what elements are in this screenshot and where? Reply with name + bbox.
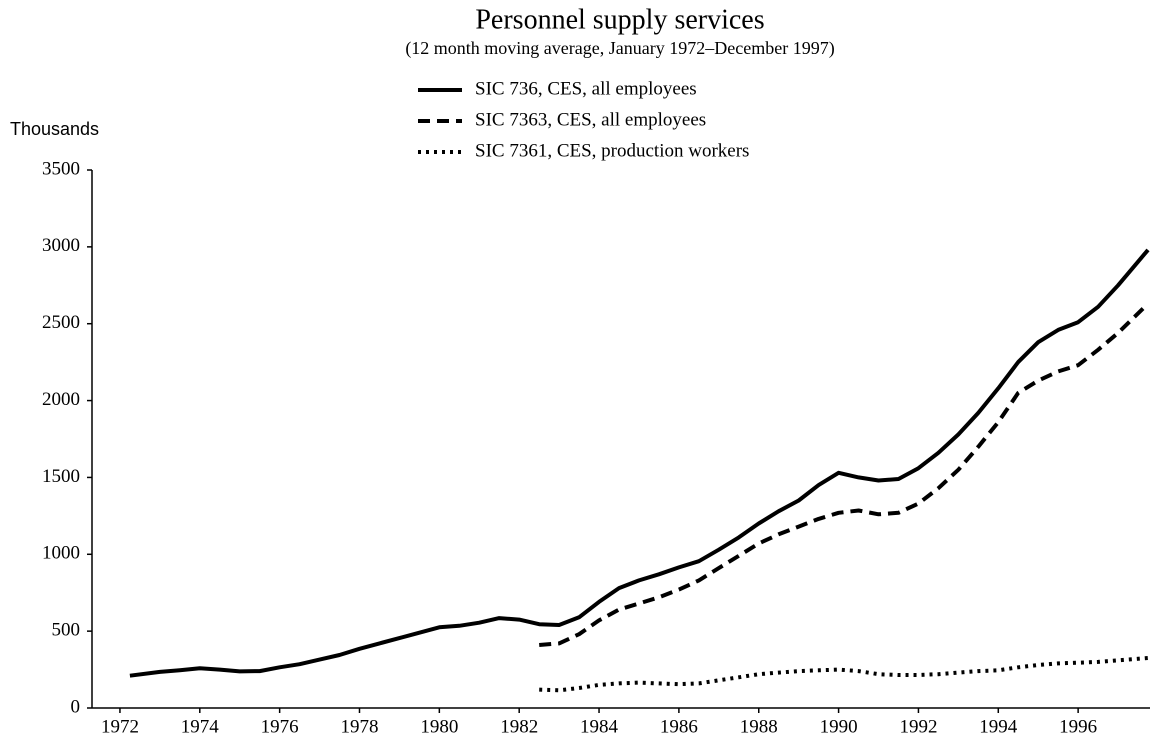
- x-tick-label: 1984: [580, 716, 619, 737]
- chart-subtitle: (12 month moving average, January 1972–D…: [405, 38, 834, 59]
- y-tick-label: 2000: [42, 389, 80, 410]
- x-tick-label: 1996: [1059, 716, 1097, 737]
- y-tick-label: 3000: [42, 235, 80, 256]
- x-tick-label: 1980: [420, 716, 458, 737]
- legend-label: SIC 7361, CES, production workers: [475, 140, 749, 161]
- x-tick-label: 1990: [820, 716, 858, 737]
- x-tick-label: 1982: [500, 716, 538, 737]
- line-series: [539, 302, 1150, 647]
- line-series: [129, 248, 1150, 678]
- y-tick-label: 1500: [42, 466, 80, 487]
- x-tick-label: 1972: [101, 716, 139, 737]
- y-tick-label: 0: [71, 696, 81, 717]
- line-series: [539, 656, 1149, 693]
- x-tick-label: 1976: [261, 716, 299, 737]
- legend-label: SIC 736, CES, all employees: [475, 78, 697, 99]
- x-tick-label: 1986: [660, 716, 698, 737]
- chart-title: Personnel supply services: [475, 4, 764, 35]
- y-tick-label: 3500: [42, 158, 80, 179]
- x-tick-label: 1988: [740, 716, 778, 737]
- x-tick-label: 1974: [181, 716, 220, 737]
- x-tick-label: 1994: [979, 716, 1018, 737]
- y-tick-label: 2500: [42, 312, 80, 333]
- x-tick-label: 1978: [340, 716, 378, 737]
- y-tick-label: 1000: [42, 543, 80, 564]
- legend-label: SIC 7363, CES, all employees: [475, 109, 706, 130]
- y-axis-label: Thousands: [10, 119, 99, 139]
- y-tick-label: 500: [52, 620, 81, 641]
- x-tick-label: 1992: [899, 716, 937, 737]
